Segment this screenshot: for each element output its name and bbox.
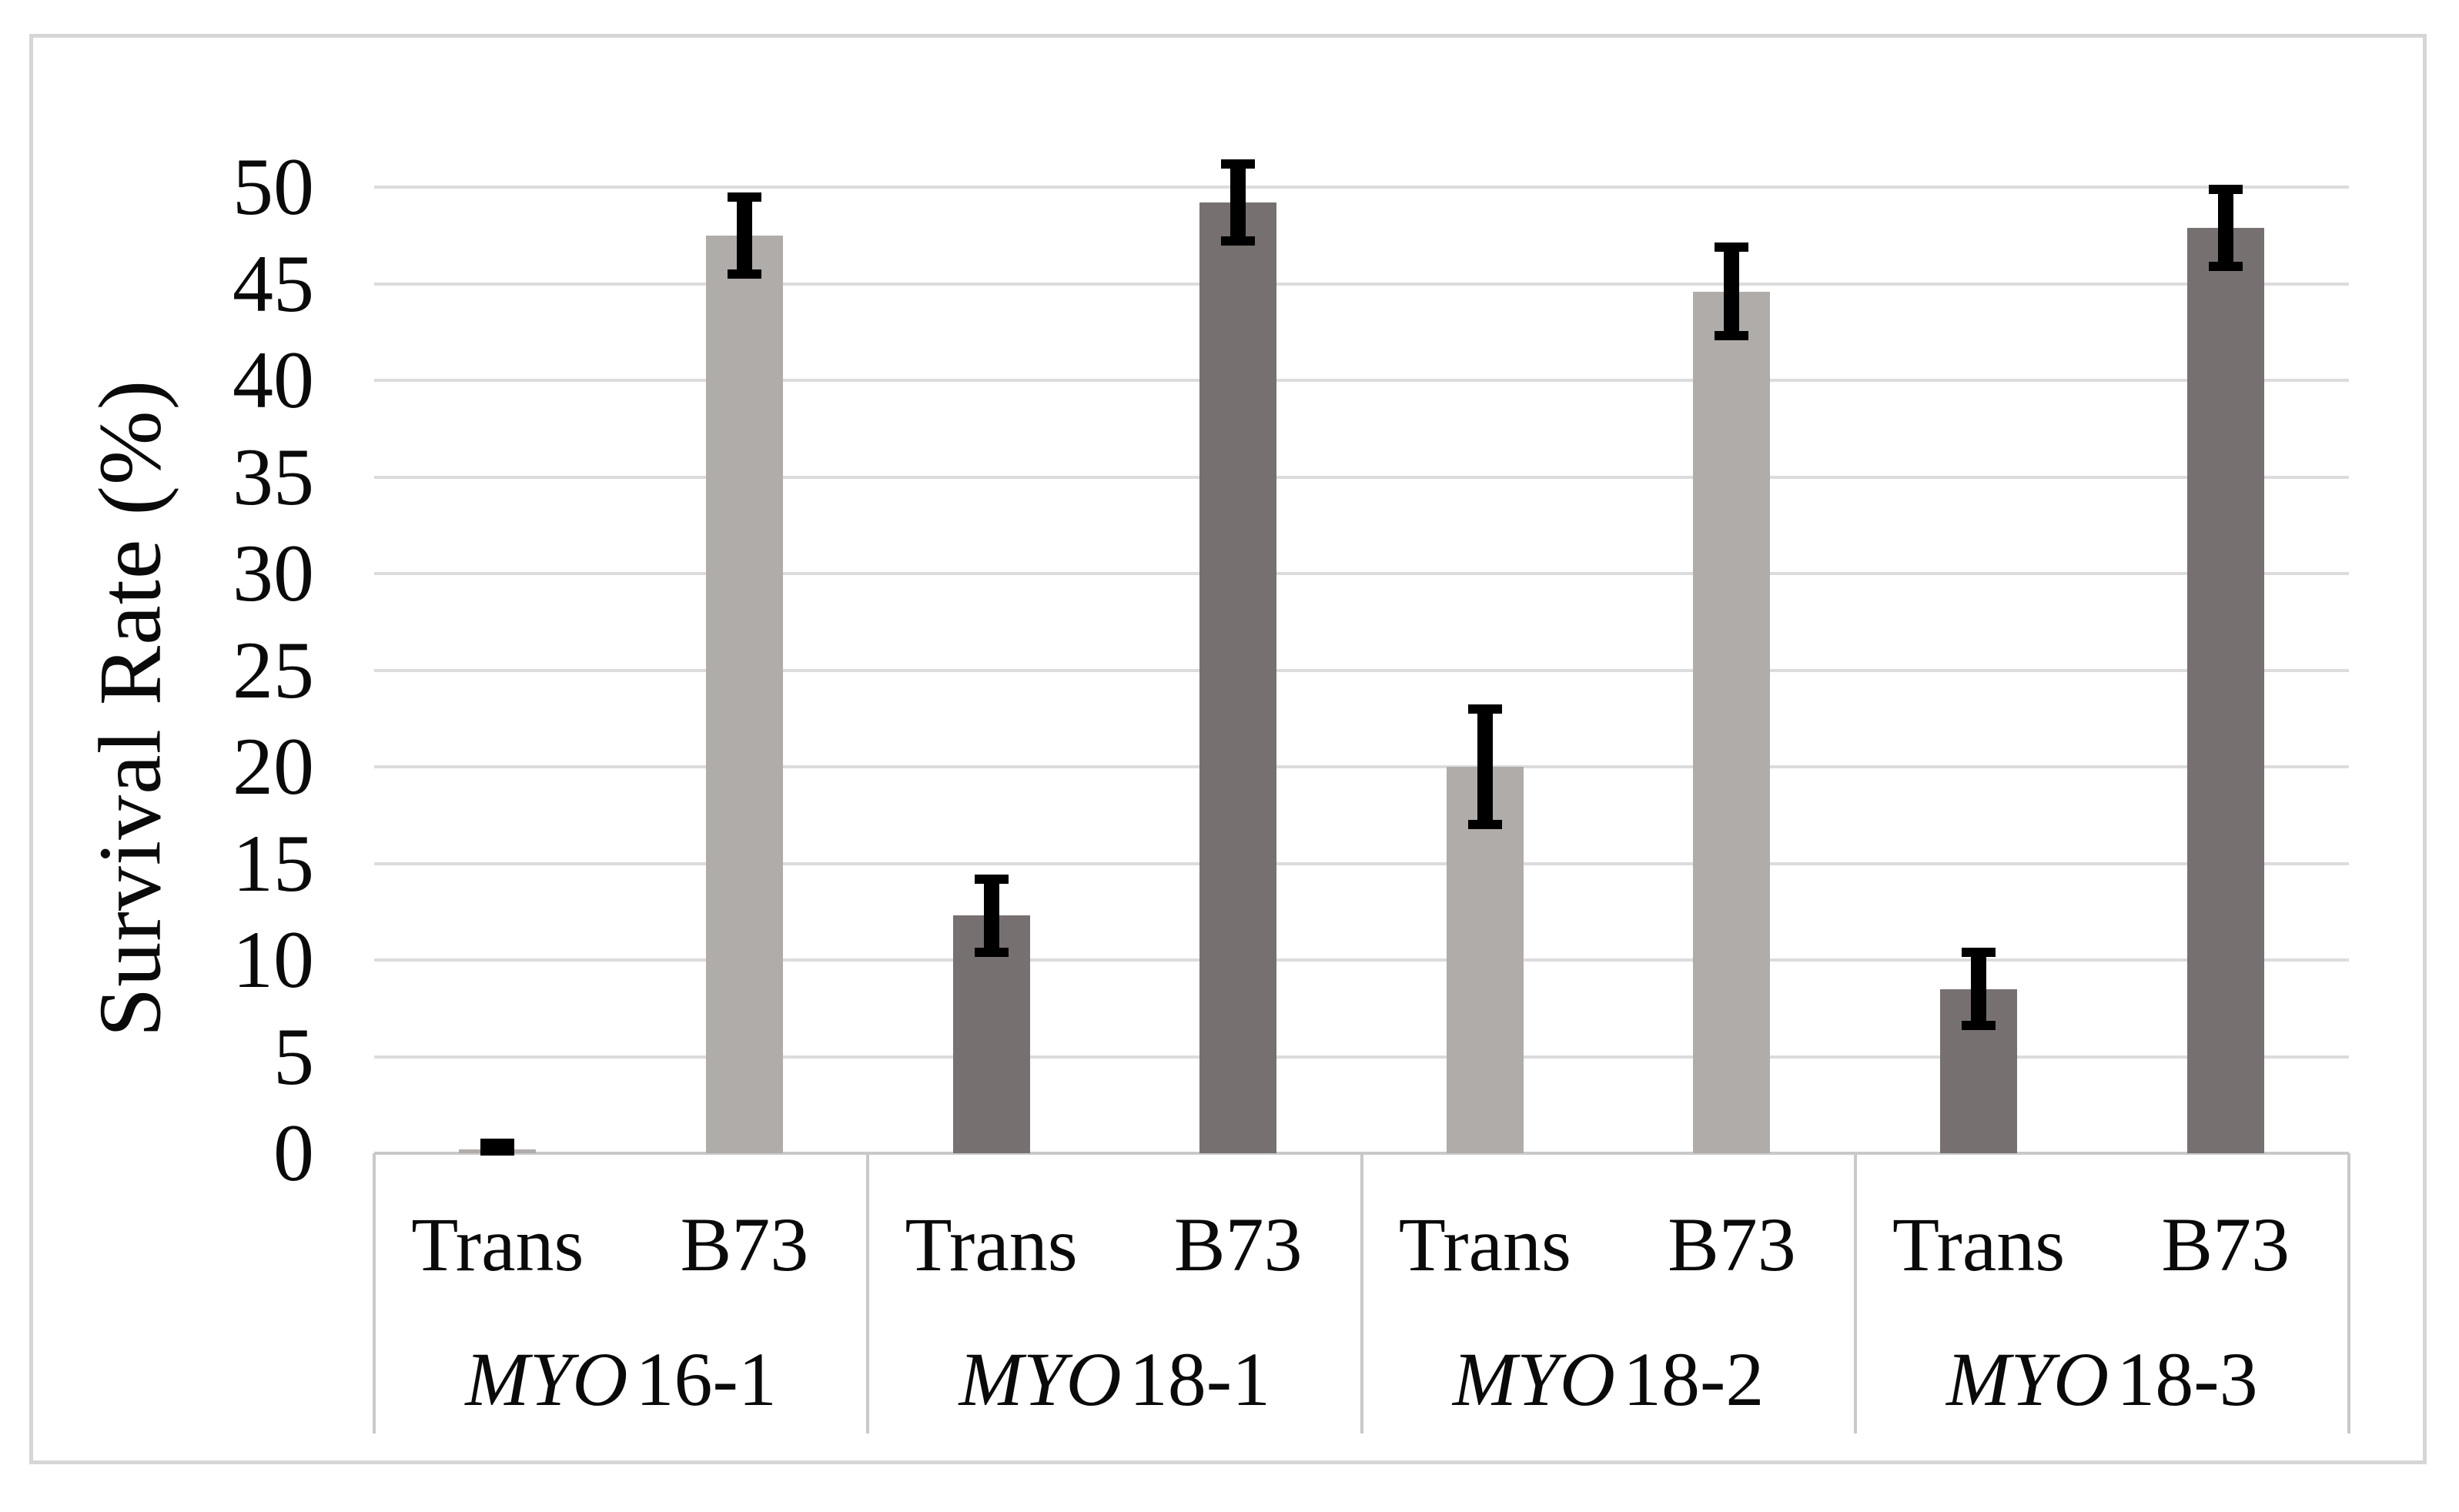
y-tick-label: 40 bbox=[233, 335, 314, 425]
error-bar-cap-bottom bbox=[974, 947, 1009, 957]
category-label-trans: Trans bbox=[1892, 1202, 2066, 1287]
error-bar-cap-bottom bbox=[1715, 331, 1749, 341]
group-label-myo18-2: MYO 18-2 bbox=[1362, 1341, 1855, 1418]
error-bar-cap-bottom bbox=[2208, 261, 2243, 271]
error-bar-cap-bottom bbox=[1962, 1021, 1996, 1031]
y-tick-label: 10 bbox=[233, 915, 314, 1005]
bar-trans-myo18-2 bbox=[1446, 767, 1524, 1153]
gridline bbox=[374, 475, 2349, 479]
bar-b73-myo18-1 bbox=[1199, 202, 1277, 1153]
y-tick-label: 15 bbox=[233, 818, 314, 908]
category-separator bbox=[373, 1153, 376, 1433]
category-label-trans: Trans bbox=[411, 1202, 584, 1287]
category-separator bbox=[2347, 1153, 2350, 1433]
gridline bbox=[374, 861, 2349, 865]
error-bar-cap-bottom bbox=[1467, 820, 1502, 830]
bar-b73-myo18-3 bbox=[2186, 227, 2264, 1153]
category-label-b73: B73 bbox=[680, 1202, 809, 1287]
y-tick-label: 5 bbox=[273, 1011, 314, 1102]
y-tick-label: 50 bbox=[233, 142, 314, 232]
category-separator bbox=[1360, 1153, 1363, 1433]
bar-b73-myo16-1 bbox=[705, 235, 783, 1153]
error-bar-stem bbox=[736, 196, 752, 274]
error-bar-cap-bottom bbox=[1221, 236, 1256, 246]
category-label-b73: B73 bbox=[2161, 1202, 2290, 1287]
gridline bbox=[374, 668, 2349, 672]
group-label-italic: MYO bbox=[1452, 1336, 1616, 1422]
error-bar-stem bbox=[1477, 708, 1493, 825]
group-label-myo18-3: MYO 18-3 bbox=[1855, 1341, 2349, 1418]
group-label-italic: MYO bbox=[465, 1336, 628, 1422]
y-tick-label: 35 bbox=[233, 431, 314, 522]
error-bar-cap-top bbox=[1221, 159, 1256, 169]
error-bar-stem bbox=[1971, 952, 1987, 1026]
gridline bbox=[374, 1055, 2349, 1059]
group-label-rest: 18-1 bbox=[1129, 1336, 1271, 1422]
gridline bbox=[374, 282, 2349, 286]
error-bar-cap-bottom bbox=[480, 1146, 515, 1156]
category-separator bbox=[1853, 1153, 1857, 1433]
gridline bbox=[374, 958, 2349, 962]
category-label-b73: B73 bbox=[1173, 1202, 1303, 1287]
group-label-myo16-1: MYO 16-1 bbox=[374, 1341, 868, 1418]
group-label-myo18-1: MYO 18-1 bbox=[868, 1341, 1361, 1418]
error-bar-cap-top bbox=[1715, 242, 1749, 252]
error-bar-cap-top bbox=[1467, 704, 1502, 714]
group-label-rest: 18-3 bbox=[2116, 1336, 2258, 1422]
group-label-italic: MYO bbox=[959, 1336, 1122, 1422]
gridline bbox=[374, 186, 2349, 189]
category-label-trans: Trans bbox=[1398, 1202, 1571, 1287]
y-tick-label: 30 bbox=[233, 528, 314, 618]
gridline bbox=[374, 379, 2349, 382]
error-bar-cap-top bbox=[480, 1139, 515, 1149]
error-bar-stem bbox=[1230, 163, 1246, 242]
error-bar-cap-top bbox=[1962, 947, 1996, 957]
y-tick-label: 25 bbox=[233, 624, 314, 715]
y-tick-label: 0 bbox=[273, 1108, 314, 1198]
group-label-italic: MYO bbox=[1946, 1336, 2109, 1422]
error-bar-stem bbox=[2217, 189, 2233, 266]
group-label-rest: 18-2 bbox=[1623, 1336, 1765, 1422]
category-label-trans: Trans bbox=[905, 1202, 1078, 1287]
y-tick-label: 20 bbox=[233, 721, 314, 811]
error-bar-stem bbox=[983, 878, 999, 952]
category-separator bbox=[866, 1153, 870, 1433]
error-bar-cap-bottom bbox=[727, 269, 761, 279]
group-label-rest: 16-1 bbox=[635, 1336, 777, 1422]
category-label-b73: B73 bbox=[1668, 1202, 1796, 1287]
error-bar-cap-top bbox=[974, 874, 1009, 884]
error-bar-cap-top bbox=[2208, 184, 2243, 194]
error-bar-cap-top bbox=[727, 192, 761, 202]
bar-b73-myo18-2 bbox=[1693, 291, 1771, 1153]
y-tick-label: 45 bbox=[233, 238, 314, 329]
gridline bbox=[374, 572, 2349, 575]
error-bar-stem bbox=[1724, 246, 1740, 336]
gridline bbox=[374, 765, 2349, 768]
